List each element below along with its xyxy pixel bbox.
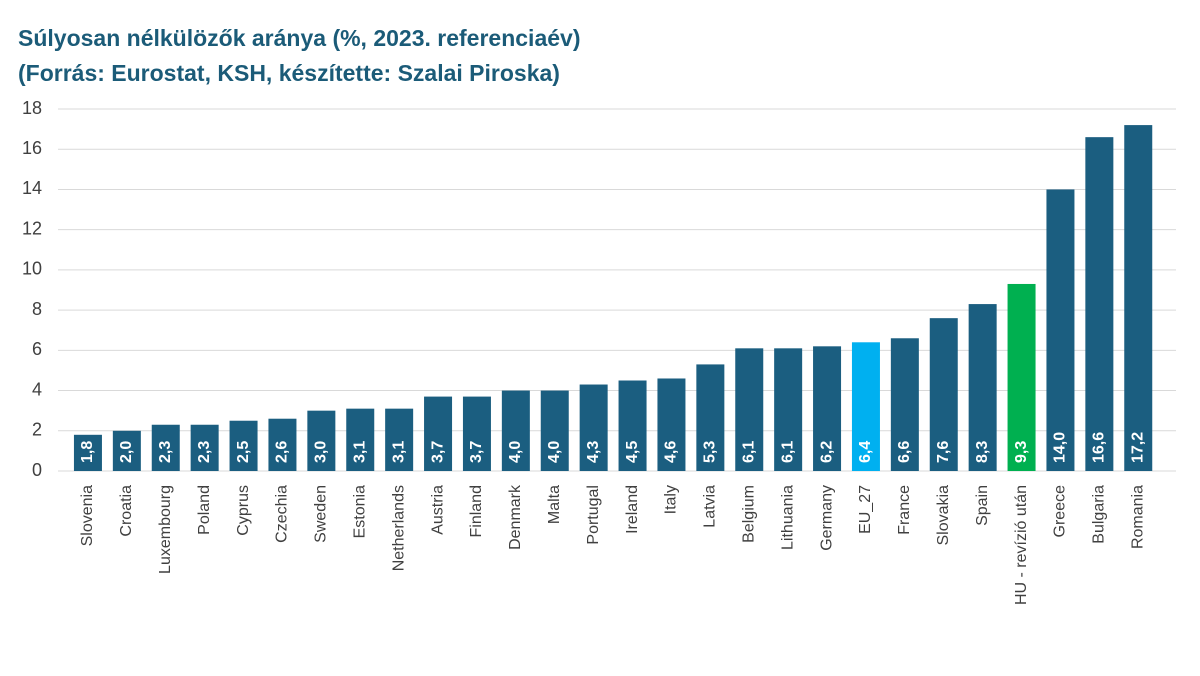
bar — [813, 346, 842, 471]
y-tick-label: 0 — [32, 460, 42, 480]
x-tick-label: Denmark — [507, 484, 524, 550]
value-label: 3,1 — [351, 441, 368, 463]
bar — [1124, 125, 1153, 471]
bar — [851, 342, 880, 471]
value-label: 6,2 — [818, 441, 835, 463]
x-tick-label: Greece — [1052, 485, 1069, 538]
value-label: 2,6 — [274, 441, 291, 463]
x-tick-label: Austria — [429, 485, 446, 535]
bar — [268, 418, 297, 471]
bar — [890, 338, 919, 471]
x-tick-label: Finland — [468, 485, 485, 537]
bar — [579, 384, 608, 471]
x-tick-label: Italy — [663, 485, 680, 514]
x-tick-label: Slovakia — [935, 485, 952, 546]
bar — [229, 420, 258, 471]
value-label: 4,3 — [585, 441, 602, 463]
x-tick-label: Latvia — [702, 485, 719, 528]
bar — [307, 410, 336, 471]
x-tick-label: Germany — [818, 485, 835, 551]
y-tick-label: 8 — [32, 299, 42, 319]
bar — [1007, 283, 1036, 471]
bar — [501, 390, 530, 471]
x-tick-label: Portugal — [585, 485, 602, 545]
value-label: 4,6 — [663, 441, 680, 463]
x-tick-label: EU_27 — [857, 485, 874, 534]
value-label: 4,0 — [507, 441, 524, 463]
bar — [540, 390, 569, 471]
value-label: 9,3 — [1013, 441, 1030, 463]
y-tick-label: 6 — [32, 339, 42, 359]
value-label: 6,4 — [857, 441, 874, 463]
bar — [618, 380, 647, 471]
bar — [73, 434, 102, 471]
x-tick-label: Spain — [974, 485, 991, 526]
y-tick-label: 16 — [22, 138, 42, 158]
value-label: 6,6 — [896, 441, 913, 463]
bar — [424, 396, 453, 471]
bar — [657, 378, 686, 471]
bar — [774, 348, 803, 471]
value-label: 2,5 — [235, 441, 252, 463]
x-tick-label: Netherlands — [390, 485, 407, 571]
y-tick-label: 2 — [32, 420, 42, 440]
bar — [462, 396, 491, 471]
value-label: 3,7 — [429, 441, 446, 463]
x-tick-label: Romania — [1129, 485, 1146, 549]
value-label: 16,6 — [1091, 432, 1108, 463]
bar — [151, 424, 180, 471]
x-tick-label: Malta — [546, 485, 563, 524]
y-tick-label: 4 — [32, 379, 42, 399]
bar — [1085, 137, 1114, 471]
x-tick-label: Slovenia — [79, 485, 96, 546]
value-label: 3,0 — [313, 441, 330, 463]
value-label: 14,0 — [1052, 432, 1069, 463]
x-tick-label: Luxembourg — [157, 485, 174, 574]
value-label: 6,1 — [779, 441, 796, 463]
value-label: 17,2 — [1129, 432, 1146, 463]
y-tick-label: 12 — [22, 218, 42, 238]
x-tick-label: Cyprus — [235, 485, 252, 536]
chart-title: Súlyosan nélkülözők aránya (%, 2023. ref… — [18, 25, 580, 51]
value-label: 7,6 — [935, 441, 952, 463]
y-tick-label: 14 — [22, 178, 42, 198]
value-label: 3,7 — [468, 441, 485, 463]
bar — [346, 408, 375, 471]
bar — [385, 408, 414, 471]
x-tick-label: Estonia — [351, 485, 368, 538]
x-tick-label: Sweden — [313, 485, 330, 543]
y-tick-label: 10 — [22, 259, 42, 279]
value-label: 1,8 — [79, 441, 96, 463]
x-tick-label: Belgium — [740, 485, 757, 543]
y-tick-label: 18 — [22, 98, 42, 118]
value-label: 2,0 — [118, 441, 135, 463]
x-tick-label: Czechia — [274, 485, 291, 543]
x-tick-label: Bulgaria — [1091, 485, 1108, 544]
bar — [696, 364, 725, 471]
x-tick-label: Croatia — [118, 485, 135, 537]
x-tick-label: HU - revízió után — [1013, 485, 1030, 605]
chart-subtitle: (Forrás: Eurostat, KSH, készítette: Szal… — [18, 60, 560, 86]
value-label: 6,1 — [740, 441, 757, 463]
bar — [112, 430, 141, 471]
bar — [190, 424, 219, 471]
value-label: 2,3 — [196, 441, 213, 463]
bar — [1046, 189, 1075, 471]
x-tick-label: Lithuania — [779, 485, 796, 550]
x-tick-label: Poland — [196, 485, 213, 535]
value-label: 4,5 — [624, 441, 641, 463]
bar — [968, 304, 997, 471]
value-label: 5,3 — [702, 441, 719, 463]
value-label: 8,3 — [974, 441, 991, 463]
bar — [929, 318, 958, 471]
x-tick-label: Ireland — [624, 485, 641, 534]
value-label: 2,3 — [157, 441, 174, 463]
value-label: 3,1 — [390, 441, 407, 463]
value-label: 4,0 — [546, 441, 563, 463]
x-tick-label: France — [896, 485, 913, 535]
bar — [735, 348, 764, 471]
